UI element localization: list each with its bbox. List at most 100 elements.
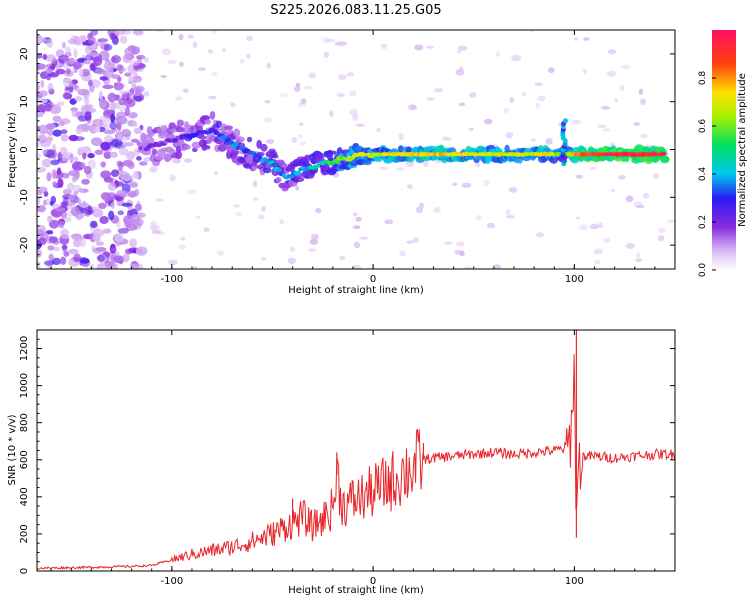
noise-blob xyxy=(399,250,406,257)
noise-blob xyxy=(475,162,481,168)
noise-blob xyxy=(62,41,66,49)
noise-blob xyxy=(63,216,72,223)
noise-blob xyxy=(102,228,112,234)
signal-halo xyxy=(660,156,670,162)
noise-blob xyxy=(495,50,501,58)
noise-blob xyxy=(640,98,646,106)
signal-core xyxy=(334,160,341,165)
noise-blob xyxy=(57,167,62,176)
noise-blob xyxy=(548,67,555,74)
noise-blob xyxy=(160,74,167,79)
noise-blob xyxy=(208,95,217,100)
noise-blob xyxy=(443,241,453,245)
noise-blob xyxy=(103,177,114,183)
noise-blob xyxy=(40,80,45,88)
noise-blob xyxy=(72,235,84,241)
noise-blob xyxy=(46,129,55,136)
noise-blob xyxy=(46,149,55,159)
snr-ytick-label: 200 xyxy=(19,524,30,543)
signal-halo xyxy=(263,167,272,174)
noise-blob xyxy=(329,110,334,117)
noise-blob xyxy=(396,167,405,171)
noise-blob xyxy=(134,95,143,101)
noise-blob xyxy=(60,134,69,142)
signal-core xyxy=(227,140,235,145)
noise-blob xyxy=(100,141,111,151)
noise-blob xyxy=(61,211,68,219)
noise-blob xyxy=(60,256,67,265)
noise-blob xyxy=(619,85,625,91)
noise-blob xyxy=(109,151,118,158)
spectrogram-ytick-label: 0 xyxy=(19,146,30,152)
snr-xtick-label: -100 xyxy=(160,576,183,587)
spectrogram-ytick-label: 10 xyxy=(19,95,30,108)
snr-plot-area xyxy=(37,330,675,570)
noise-blob xyxy=(266,62,271,69)
noise-blob xyxy=(603,237,611,244)
noise-blob xyxy=(593,248,604,255)
signal-halo xyxy=(272,154,279,159)
noise-blob xyxy=(433,206,441,214)
noise-blob xyxy=(109,101,116,111)
noise-blob xyxy=(607,49,617,55)
noise-blob xyxy=(486,222,496,229)
noise-blob xyxy=(95,68,105,75)
noise-blob xyxy=(134,203,142,212)
signal-core xyxy=(296,170,301,176)
noise-blob xyxy=(50,159,60,166)
noise-blob xyxy=(469,92,477,98)
colorbar-tick-label: 0.6 xyxy=(698,119,708,134)
noise-blob xyxy=(441,136,450,141)
noise-blob xyxy=(107,58,112,68)
noise-blob xyxy=(149,224,160,231)
noise-blob xyxy=(203,227,210,233)
noise-blob xyxy=(103,44,113,51)
signal-core xyxy=(288,174,295,179)
noise-blob xyxy=(46,172,52,182)
noise-blob xyxy=(509,97,515,103)
noise-blob xyxy=(48,253,54,261)
noise-blob xyxy=(118,30,127,35)
noise-blob xyxy=(122,159,134,166)
noise-blob xyxy=(309,238,319,245)
snr-ylabel: SNR (10 * v/v) xyxy=(7,414,18,485)
noise-blob xyxy=(122,253,130,263)
noise-blob xyxy=(458,102,466,107)
noise-blob xyxy=(92,118,104,127)
noise-blob xyxy=(606,70,617,77)
noise-blob xyxy=(136,156,142,161)
noise-blob xyxy=(87,153,95,159)
noise-blob xyxy=(346,72,355,77)
noise-blob xyxy=(46,123,55,131)
noise-blob xyxy=(108,210,115,221)
noise-blob xyxy=(635,204,645,209)
noise-blob xyxy=(63,61,69,70)
noise-blob xyxy=(294,85,301,92)
noise-blob xyxy=(47,82,54,93)
noise-blob xyxy=(87,159,96,169)
noise-blob xyxy=(37,166,46,173)
noise-blob xyxy=(69,153,74,164)
noise-blob xyxy=(90,263,95,269)
signal-halo xyxy=(209,111,216,120)
noise-blob xyxy=(484,118,493,125)
spectrogram-ytick-label: -10 xyxy=(19,189,30,205)
noise-blob xyxy=(262,117,273,123)
noise-blob xyxy=(291,137,298,143)
noise-blob xyxy=(529,30,535,33)
noise-blob xyxy=(118,147,129,156)
noise-blob xyxy=(116,189,129,197)
noise-blob xyxy=(89,220,98,228)
noise-blob xyxy=(260,257,267,261)
noise-blob xyxy=(42,53,48,60)
noise-blob xyxy=(37,83,40,92)
noise-blob xyxy=(37,196,41,205)
noise-blob xyxy=(126,151,136,160)
noise-blob xyxy=(459,250,465,257)
noise-blob xyxy=(98,126,106,133)
noise-blob xyxy=(111,55,122,64)
noise-blob xyxy=(55,68,66,75)
spectrogram-xtick-label: -100 xyxy=(160,274,183,285)
noise-blob xyxy=(258,214,265,220)
noise-blob xyxy=(213,171,219,176)
